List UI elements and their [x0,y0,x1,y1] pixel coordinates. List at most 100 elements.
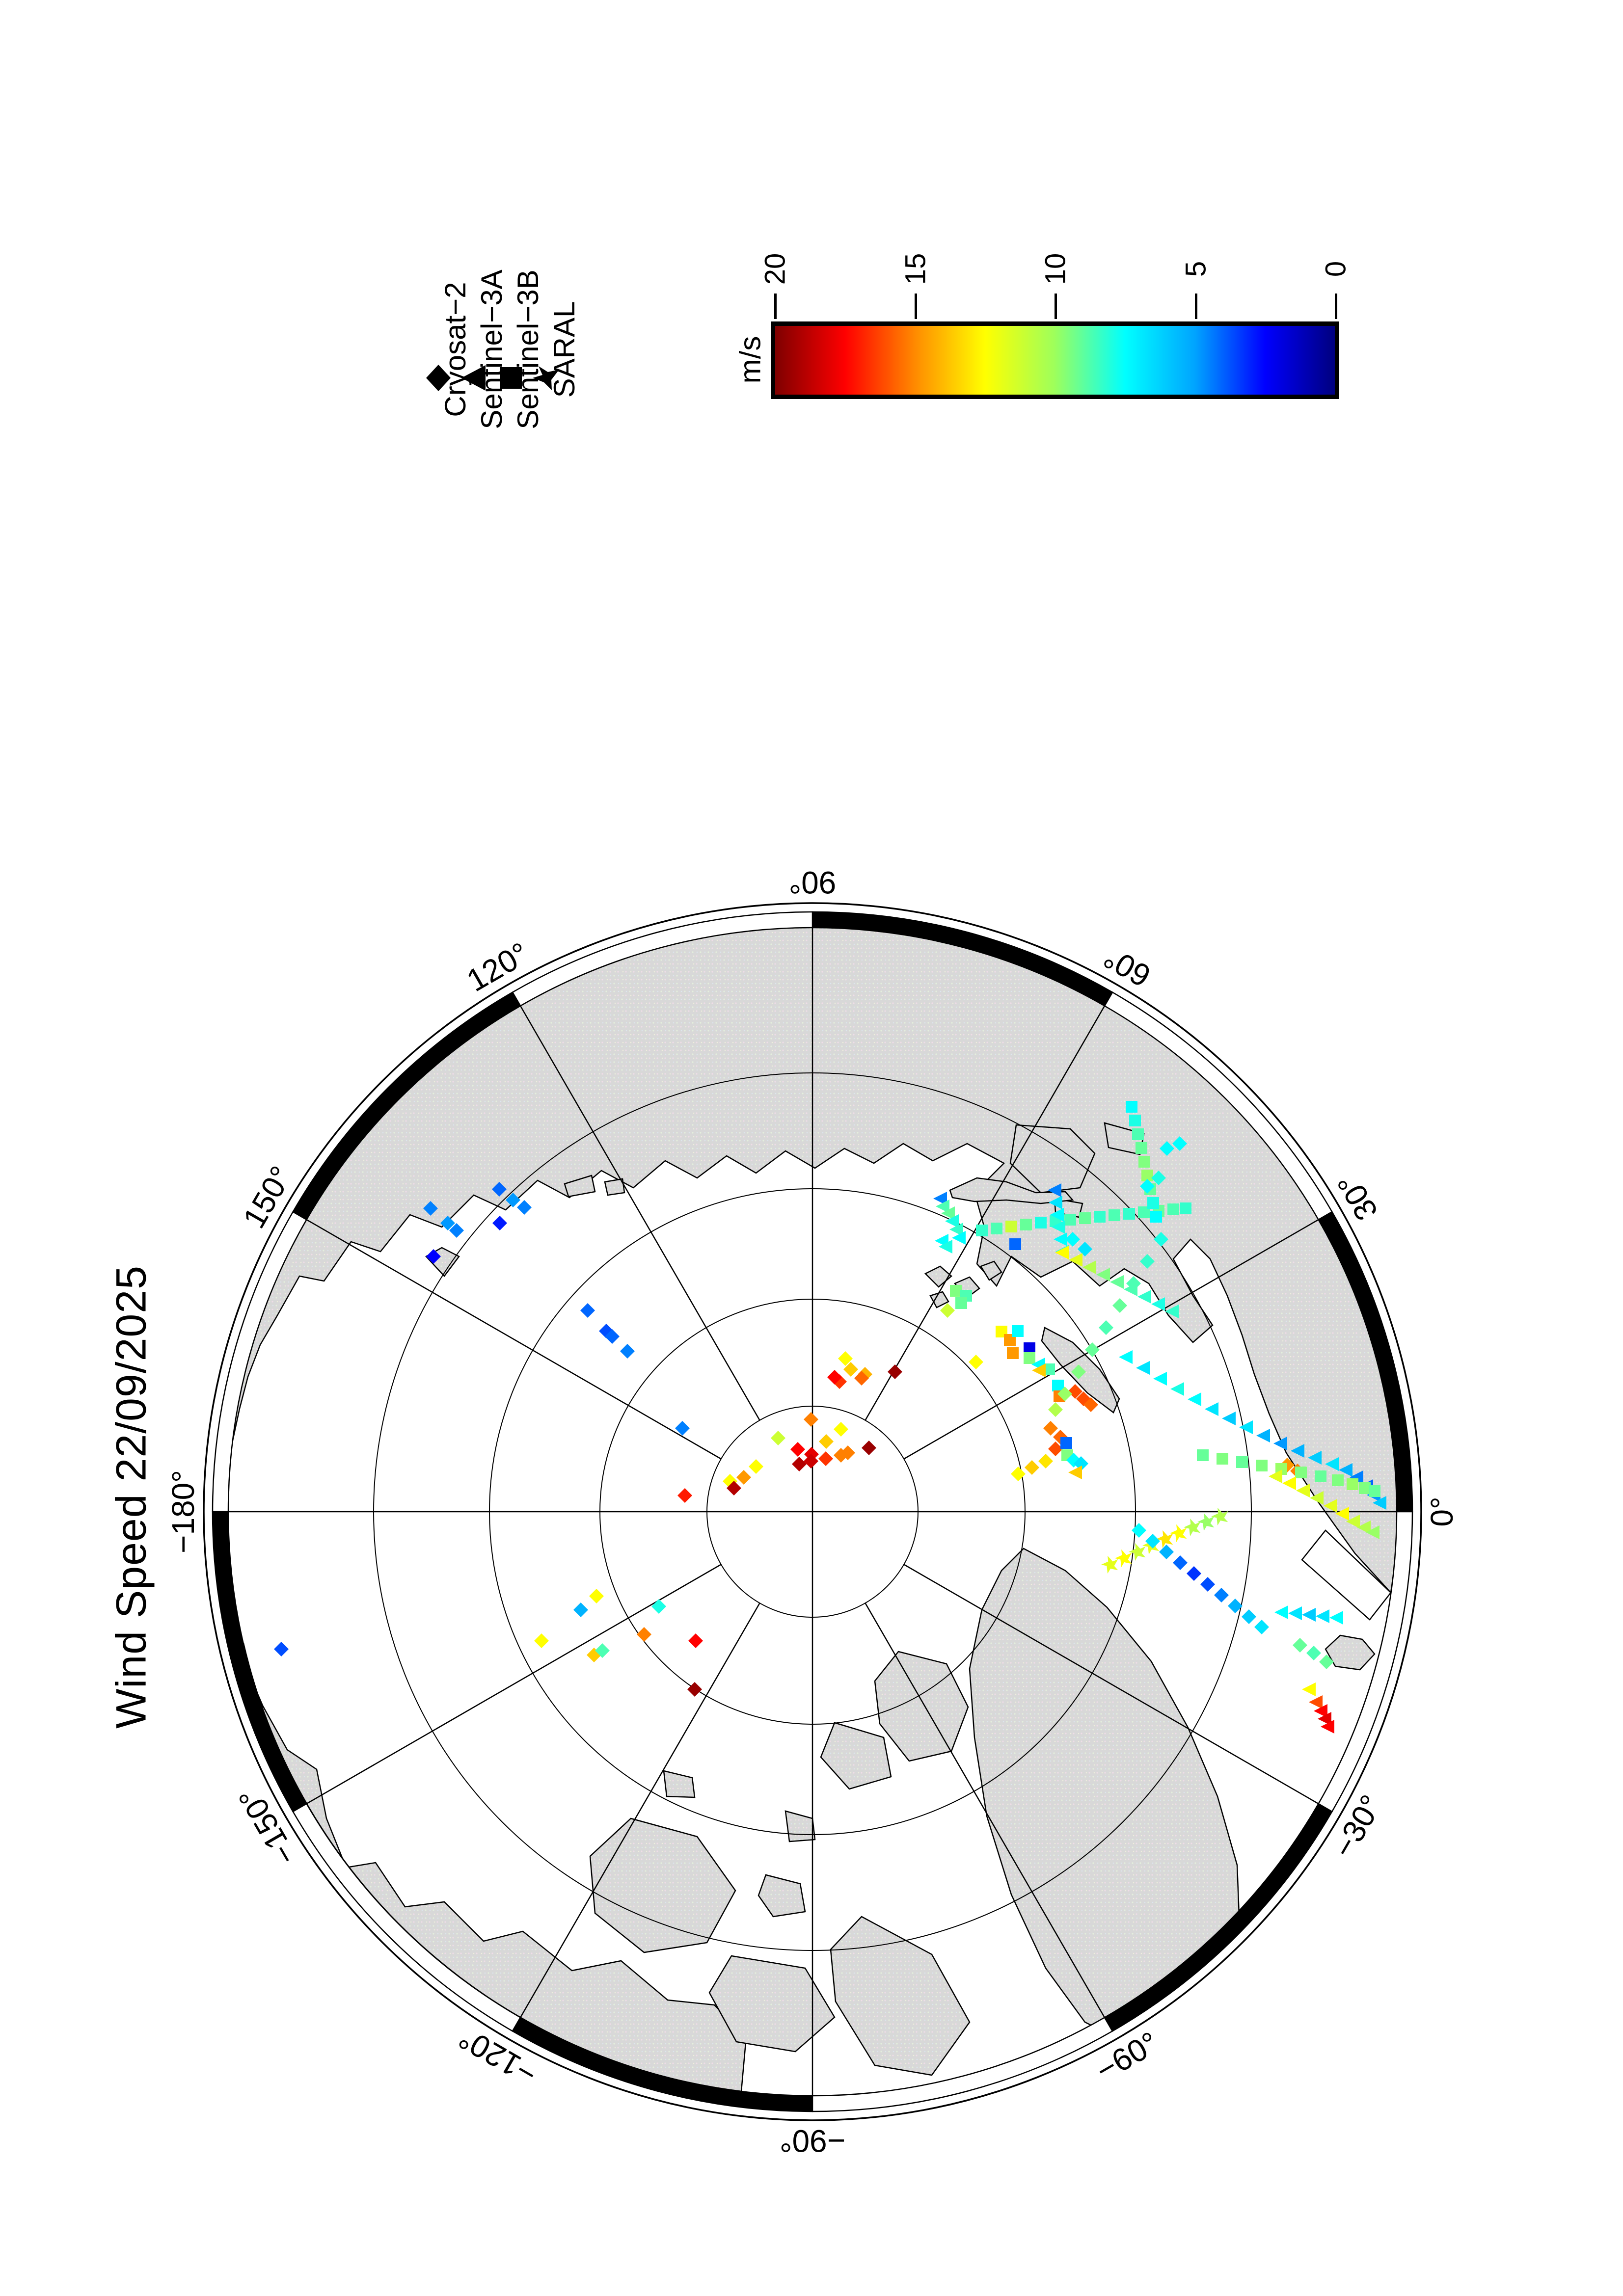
wind-point-C [969,1355,983,1369]
wind-point-C [1011,1467,1026,1481]
wind-point-A [939,1240,952,1254]
wind-point-C [1038,1454,1053,1468]
wind-point-B [1141,1170,1153,1181]
wind-point-C [792,1457,807,1471]
wind-point-C [637,1627,651,1642]
wind-point-C [1173,1555,1188,1570]
wind-point-C [688,1633,703,1648]
wind-point-A [1032,1363,1046,1377]
wind-point-C [1145,1534,1160,1548]
meridian-line [903,1219,1319,1460]
wind-point-B [1129,1115,1141,1126]
wind-point-C [1140,1179,1155,1194]
wind-point-S [1101,1555,1118,1574]
wind-point-C [1043,1421,1058,1436]
wind-point-C [274,1642,289,1656]
wind-point-A [1302,1608,1316,1622]
wind-point-C [1025,1460,1039,1475]
wind-point-B [1060,1437,1072,1449]
wind-point-C [888,1364,902,1379]
wind-point-B [1009,1238,1021,1250]
wind-point-B [1136,1142,1147,1154]
wind-point-C [1078,1242,1092,1256]
wind-point-B [1126,1101,1137,1113]
wind-point-A [1366,1525,1380,1539]
wind-point-A [1329,1611,1343,1625]
wind-point-A [1068,1466,1082,1479]
wind-point-C [423,1201,438,1216]
wind-point-C [790,1442,805,1457]
wind-point-A [952,1231,966,1245]
wind-point-A [1274,1605,1288,1619]
wind-point-A [1054,1232,1067,1246]
wind-point-C [1083,1397,1098,1412]
wind-point-A [1048,1183,1061,1197]
graticule [228,928,1397,2096]
wind-point-A [936,1200,949,1213]
wind-point-A [1170,1382,1184,1396]
wind-point-C [506,1193,520,1207]
wind-point-C [819,1434,834,1449]
wind-point-C [1306,1646,1321,1660]
wind-point-C [804,1412,818,1427]
wind-point-A [1256,1429,1270,1442]
wind-point-A [1119,1350,1133,1364]
wind-point-B [1043,1363,1055,1375]
wind-point-A [1052,1220,1065,1234]
wind-point-A [1310,1491,1324,1505]
wind-point-B [950,1285,962,1297]
wind-point-C [1319,1655,1334,1669]
wind-point-C [492,1216,507,1230]
wind-point-A [941,1206,955,1220]
wind-point-A [1350,1470,1363,1484]
wind-point-B [1197,1449,1209,1461]
wind-point-B [1123,1208,1135,1220]
colorbar-tick [774,294,777,319]
wind-point-A [1335,1507,1349,1521]
wind-point-B [1064,1214,1076,1226]
wind-point-B [1052,1380,1064,1391]
wind-point-S [1115,1549,1132,1568]
wind-point-A [1082,1260,1096,1274]
wind-point-A [1346,1515,1360,1528]
wind-point-B [1132,1128,1144,1140]
wind-point-B [1369,1485,1380,1497]
meridian-line [519,1005,760,1421]
wind-point-B [1256,1460,1268,1471]
wind-point-C [1132,1523,1146,1538]
wind-point-B [955,1297,967,1309]
wind-point-S [1211,1507,1228,1526]
wind-point-S [1197,1513,1215,1531]
wind-point-C [940,1303,955,1318]
wind-point-C [1187,1566,1201,1581]
meridian-line [306,1219,722,1460]
wind-point-C [834,1422,848,1437]
wind-point-B [1167,1203,1179,1215]
wind-point-C [1065,1232,1080,1247]
wind-point-A [1321,1720,1334,1734]
wind-point-B [1079,1212,1091,1224]
wind-point-C [1200,1577,1215,1592]
map-frame-ring [203,902,1422,2121]
wind-point-C [605,1329,620,1344]
wind-point-A [1324,1499,1337,1513]
wind-point-B [1024,1352,1035,1364]
wind-point-B [1138,1206,1150,1218]
wind-point-C [804,1454,818,1468]
wind-point-C [862,1441,876,1455]
wind-point-A [1137,1290,1151,1304]
wind-point-A [1318,1712,1331,1726]
wind-point-A [1282,1476,1296,1490]
meridian-label-0°: 0° [1424,1496,1460,1527]
star-icon [533,366,559,390]
wind-point-A [1273,1437,1287,1450]
wind-point-C [727,1481,741,1495]
wind-point-A [1269,1469,1282,1483]
wind-point-A [1069,1253,1082,1267]
wind-point-C [517,1200,532,1215]
wind-point-C [749,1459,763,1474]
wind-point-C [1154,1232,1168,1247]
meridian-line [903,1564,1319,1805]
